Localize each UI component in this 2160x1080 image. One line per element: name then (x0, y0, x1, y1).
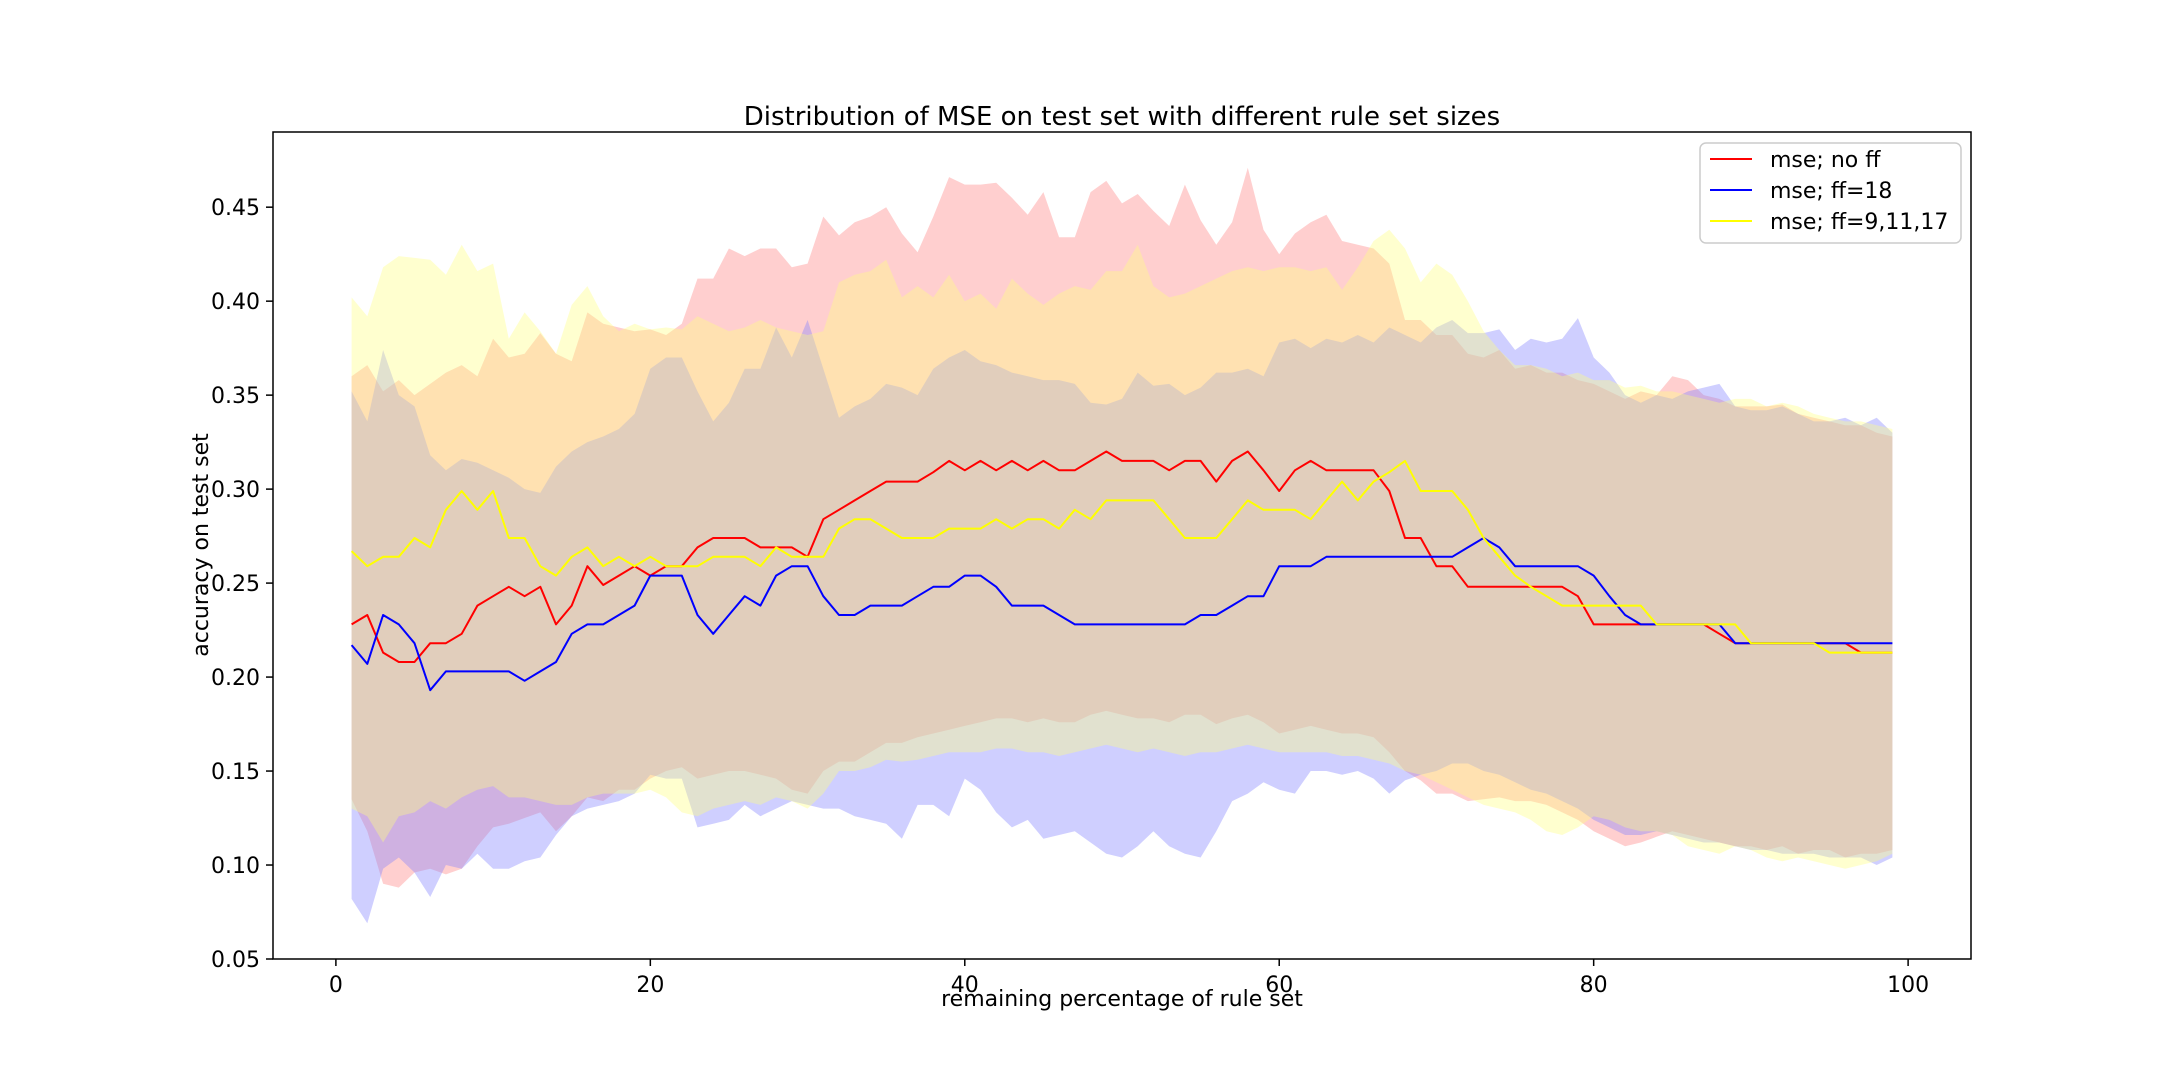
band-series-0 (351, 167, 1893, 888)
legend-label-no-ff: mse; no ff (1770, 148, 1881, 173)
y-axis-label: accuracy on test set (189, 433, 214, 657)
y-axis: 0.05 0.10 0.15 0.20 0.25 0.30 0.35 0.40 0.45 (211, 196, 273, 973)
x-tick-label: 0 (329, 973, 343, 998)
y-tick-label: 0.45 (211, 196, 260, 221)
x-tick-label: 20 (636, 973, 664, 998)
x-tick-label: 60 (1265, 973, 1293, 998)
y-tick-label: 0.15 (211, 760, 260, 785)
line-series-2 (350, 459, 1893, 654)
y-tick-label: 0.35 (211, 384, 260, 409)
y-tick-label: 0.40 (211, 290, 260, 315)
line-series-1 (350, 537, 1893, 692)
band-series-1 (351, 318, 1893, 924)
x-axis: 0 20 40 60 80 100 (329, 959, 1929, 998)
confidence-bands (351, 167, 1893, 924)
legend: mse; no ff mse; ff=18 mse; ff=9,11,17 (1699, 142, 1962, 244)
line-series-0 (351, 450, 1893, 663)
chart-title: Distribution of MSE on test set with dif… (744, 102, 1500, 132)
legend-box (1699, 142, 1962, 244)
legend-label-ff-18: mse; ff=18 (1770, 179, 1892, 204)
x-tick-label: 40 (951, 973, 979, 998)
y-tick-label: 0.30 (211, 478, 260, 503)
x-tick-label: 80 (1580, 973, 1608, 998)
series-lines (350, 450, 1893, 692)
band-series-2 (351, 229, 1893, 869)
legend-label-ff-9-11-17: mse; ff=9,11,17 (1770, 210, 1948, 235)
y-tick-label: 0.20 (211, 666, 260, 691)
y-tick-label: 0.10 (211, 854, 260, 879)
y-tick-label: 0.05 (211, 948, 260, 973)
plot-frame (272, 131, 1972, 960)
x-axis-label: remaining percentage of rule set (941, 987, 1303, 1012)
x-tick-label: 100 (1887, 973, 1929, 998)
y-tick-label: 0.25 (211, 572, 260, 597)
